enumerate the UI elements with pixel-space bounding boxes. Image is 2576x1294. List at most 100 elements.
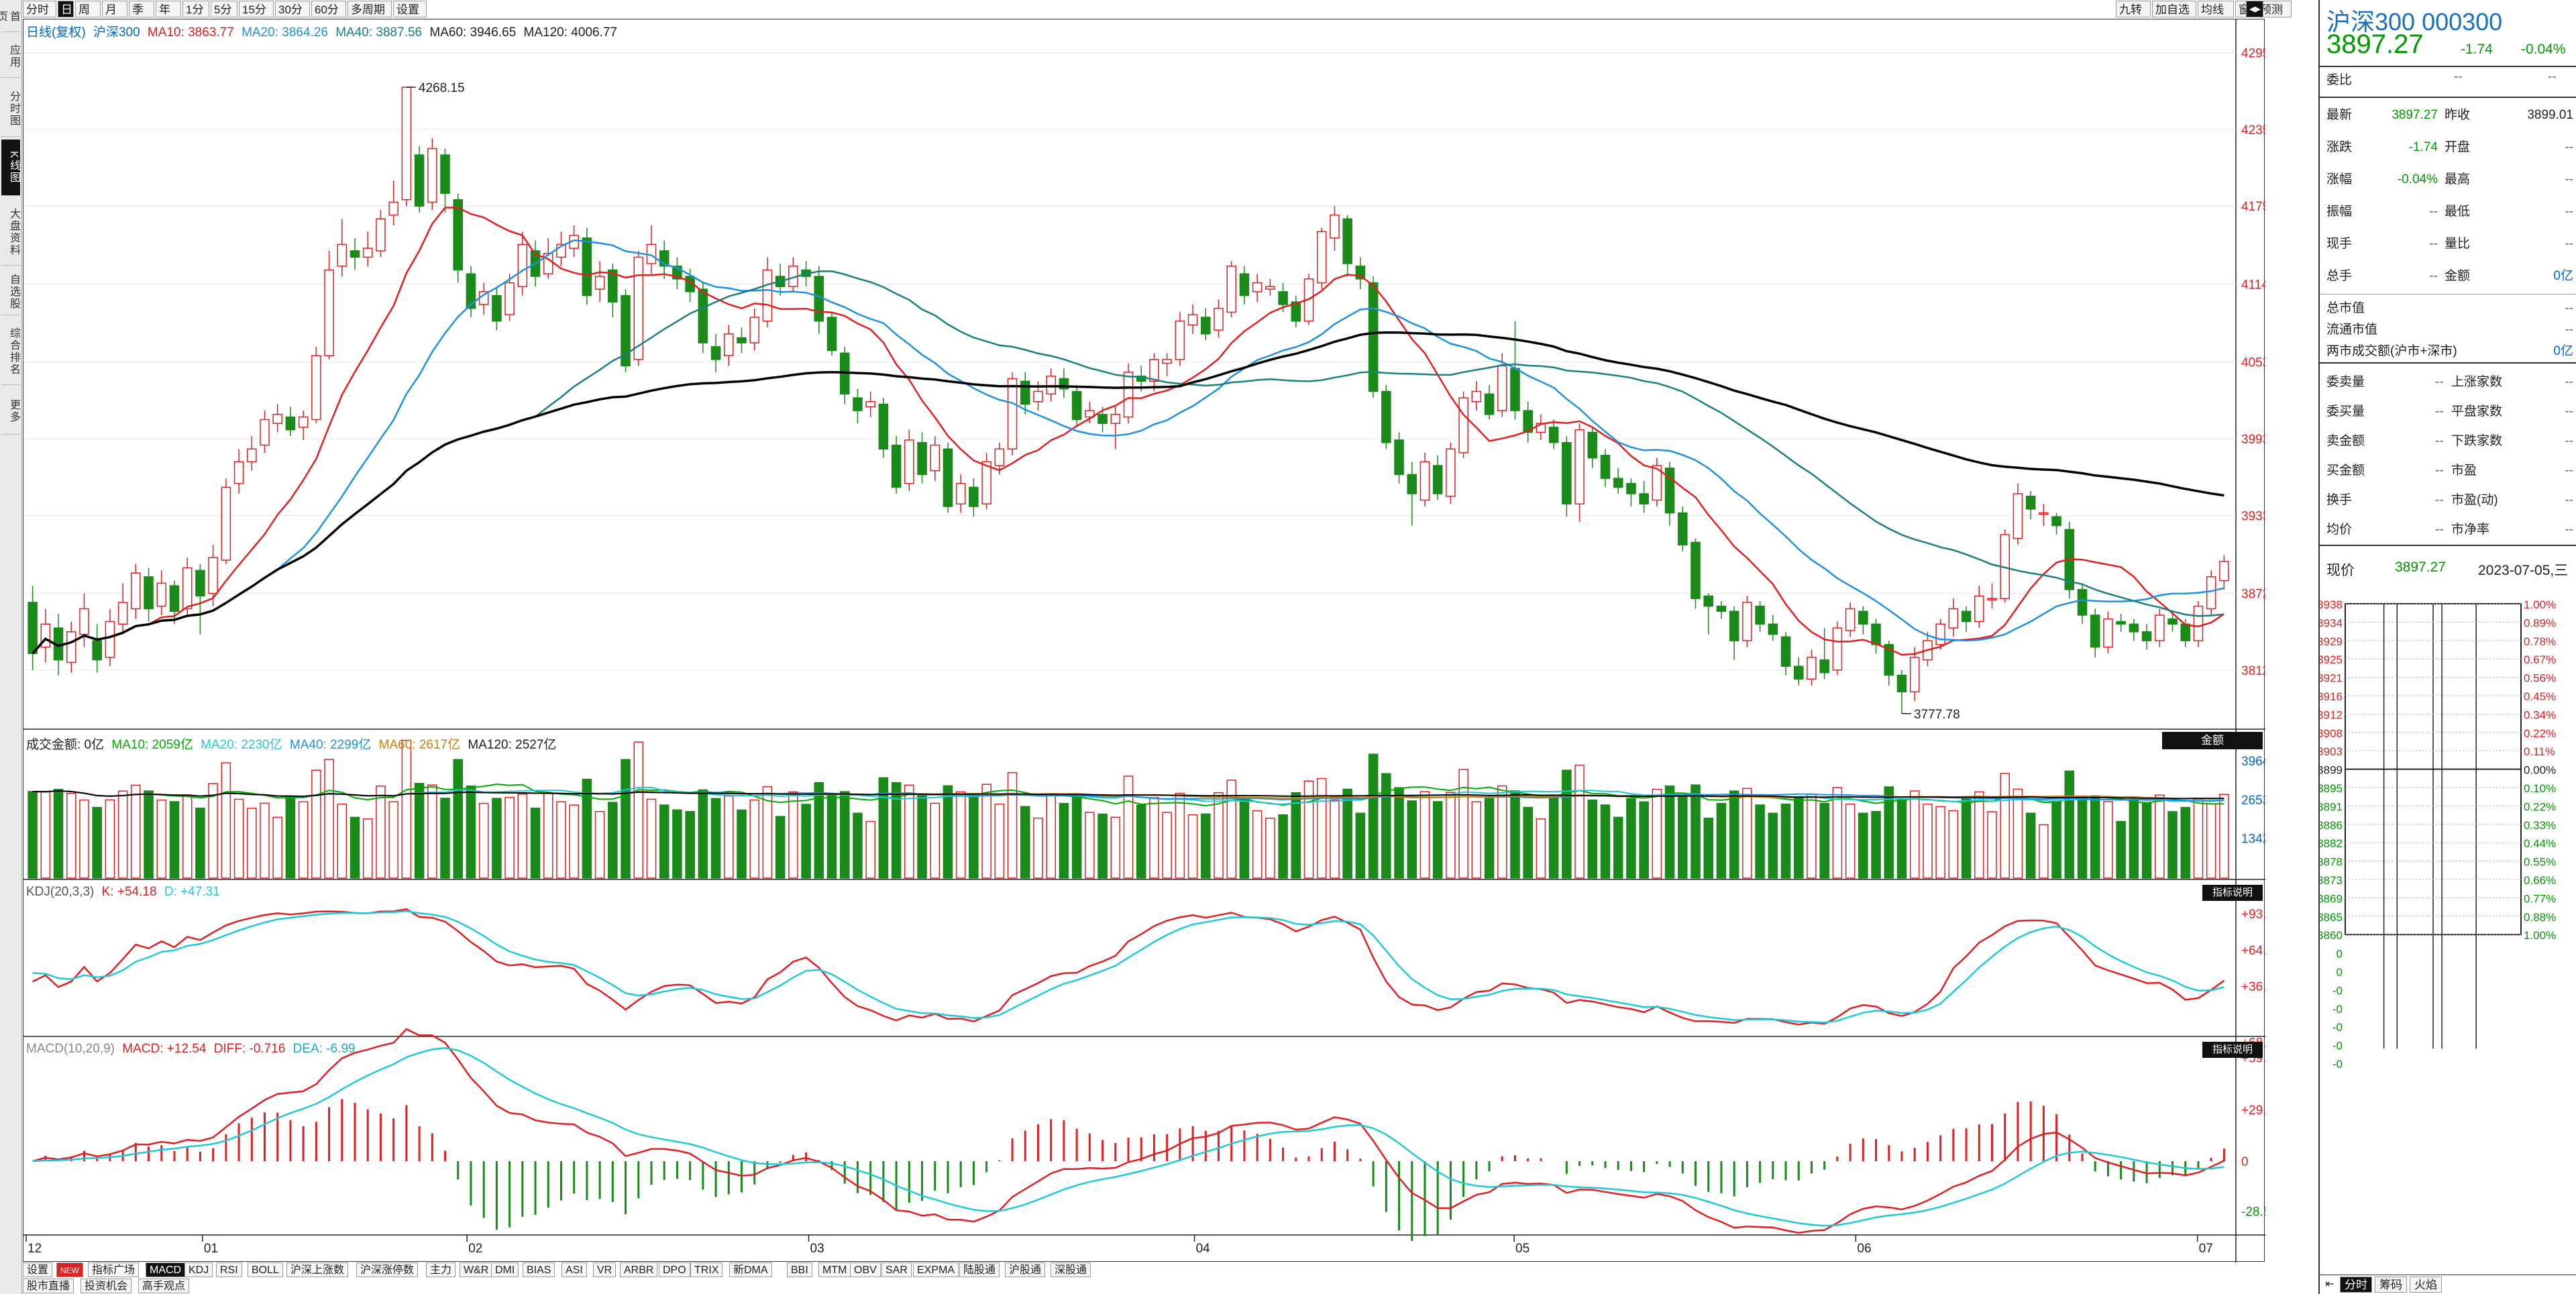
mini-chart-pct-label: 0.34%	[2524, 708, 2556, 721]
period-tab-7[interactable]: 5分	[211, 1, 237, 17]
kdj-k-line	[32, 908, 2225, 1026]
period-tab-12[interactable]: 设置	[393, 1, 427, 17]
mini-tab-1[interactable]: 筹码	[2375, 1277, 2407, 1293]
indicator-tab-4[interactable]: KDJ	[184, 1262, 213, 1277]
candle-body	[1278, 291, 1288, 305]
indicator-tab-3[interactable]: MACD	[146, 1262, 186, 1277]
indicator-tab-11[interactable]: DMI	[491, 1262, 519, 1277]
volume-bar	[117, 790, 128, 879]
left-nav-6[interactable]: 综合排名	[1, 318, 20, 385]
mini-tab-0[interactable]: 分时	[2340, 1277, 2372, 1293]
volume-bar	[2219, 794, 2229, 879]
indicator-tab-6[interactable]: BOLL	[248, 1262, 283, 1277]
volume-bar	[1407, 800, 1417, 879]
mini-tab-2[interactable]: 火焰	[2410, 1277, 2442, 1293]
period-tab-0[interactable]: 分时	[23, 1, 56, 17]
period-tab-11[interactable]: 多周期	[347, 1, 392, 17]
period-tab-3[interactable]: 月	[102, 1, 127, 17]
kdj-help-button[interactable]: 指标说明	[2202, 885, 2263, 901]
left-nav-7[interactable]: 更多	[1, 388, 20, 435]
info-tab-0[interactable]: 股市直播	[23, 1279, 74, 1293]
volume-bar	[1935, 806, 1945, 879]
quote-row: 现手 -- 量比 --	[2320, 228, 2576, 260]
toolbar-right-1[interactable]: 加自选	[2152, 1, 2196, 17]
intraday-mini-chart[interactable]: 3938 3934 3929 3925 3921 3916 3912 3908 3903 3899…	[2320, 594, 2576, 1272]
collapse-panel-icon[interactable]: ◀▶	[2246, 1, 2263, 17]
candle	[362, 231, 373, 266]
volume-bar	[1355, 812, 1366, 879]
indicator-tab-13[interactable]: ASI	[561, 1262, 587, 1277]
left-nav-1[interactable]: 应用	[1, 35, 20, 78]
indicator-tab-9[interactable]: 主力	[426, 1262, 456, 1277]
indicator-tab-5[interactable]: RSI	[216, 1262, 242, 1277]
indicator-tab-17[interactable]: TRIX	[690, 1262, 723, 1277]
period-tab-2[interactable]: 周	[75, 1, 101, 17]
candle	[1368, 276, 1379, 398]
indicator-tab-2[interactable]: 指标广场	[88, 1262, 140, 1277]
candle-body	[1832, 627, 1843, 671]
info-tab-2[interactable]: 高手观点	[138, 1279, 190, 1293]
volume-bar	[917, 795, 927, 879]
toolbar-right-0[interactable]: 九转	[2116, 1, 2151, 17]
macd-help-button[interactable]: 指标说明	[2202, 1042, 2263, 1058]
volume-bar	[1923, 804, 1933, 879]
indicator-tab-26[interactable]: 深股通	[1051, 1262, 1091, 1277]
indicator-tab-25[interactable]: 沪股通	[1005, 1262, 1046, 1277]
candle-body	[131, 572, 141, 610]
left-nav-0[interactable]: 首页	[0, 1, 20, 32]
period-tab-1[interactable]: 日	[58, 1, 74, 17]
mini-chart-pct-label: 1.00%	[2524, 929, 2556, 942]
indicator-tab-12[interactable]: BIAS	[523, 1262, 555, 1277]
indicator-tab-14[interactable]: VR	[593, 1262, 616, 1277]
indicator-tab-24[interactable]: 陆股通	[959, 1262, 1000, 1277]
left-nav-3[interactable]: K线图	[1, 140, 20, 196]
candle-body	[1007, 378, 1018, 450]
mini-chart-price-label: 3916	[2320, 690, 2343, 703]
indicator-tab-1[interactable]: NEW	[56, 1262, 83, 1277]
stat-row-value: --	[2565, 405, 2573, 419]
pin-icon[interactable]: ⇤	[2325, 1279, 2334, 1290]
indicator-tab-16[interactable]: DPO	[659, 1262, 690, 1277]
period-tab-6[interactable]: 1分	[182, 1, 209, 17]
volume-bar	[685, 811, 695, 879]
indicator-tab-19[interactable]: BBI	[787, 1262, 812, 1277]
left-nav-5[interactable]: 自选股	[1, 268, 20, 315]
period-tab-9[interactable]: 30分	[275, 1, 310, 17]
indicator-tab-7[interactable]: 沪深上涨数	[286, 1262, 349, 1277]
left-nav-4[interactable]: 大盘资料	[1, 199, 20, 266]
stat-row-label: 下跌家数	[2451, 434, 2503, 448]
period-tab-4[interactable]: 季	[129, 1, 154, 17]
indicator-tab-23[interactable]: EXPMA	[913, 1262, 959, 1277]
candle-body	[1961, 610, 1972, 623]
candle-body	[698, 288, 708, 343]
volume-bar	[1832, 787, 1843, 879]
volume-bar	[1394, 787, 1404, 879]
indicator-tab-18[interactable]: 新DMA	[729, 1262, 772, 1277]
period-tab-5[interactable]: 年	[156, 1, 181, 17]
mini-chart-pct-label: 0.66%	[2524, 874, 2556, 887]
volume-type-select[interactable]: 金额	[2162, 732, 2263, 749]
indicator-tab-8[interactable]: 沪深涨停数	[356, 1262, 419, 1277]
quote-row-label: 量比	[2445, 237, 2471, 251]
indicator-tab-22[interactable]: SAR	[881, 1262, 912, 1277]
indicator-tab-20[interactable]: MTM	[818, 1262, 851, 1277]
info-tab-1[interactable]: 投资机会	[80, 1279, 132, 1293]
candle	[1548, 419, 1559, 449]
indicator-tab-21[interactable]: OBV	[850, 1262, 881, 1277]
period-tab-8[interactable]: 15分	[239, 1, 274, 17]
period-tab-10[interactable]: 60分	[311, 1, 346, 17]
period-toolbar: 分时日周月季年 1分 5分 15分 30分 60分 多周期 设置 九转 加自选 均线窗预测 ◀▶	[23, 0, 2292, 19]
macd-dea-line	[32, 1047, 2224, 1227]
volume-bar	[1175, 792, 1185, 879]
candle-body	[144, 576, 154, 610]
volume-bar	[2193, 798, 2204, 879]
indicator-tab-10[interactable]: W&R	[460, 1262, 493, 1277]
mini-chart-pct-label: 0.44%	[2524, 837, 2556, 850]
indicator-tab-0[interactable]: 设置	[23, 1262, 53, 1277]
toolbar-right-2[interactable]: 均线	[2198, 1, 2234, 17]
left-nav-2[interactable]: 分时图	[1, 80, 20, 137]
candle	[92, 624, 102, 673]
indicator-tab-15[interactable]: ARBR	[620, 1262, 658, 1277]
candle	[1432, 455, 1443, 500]
